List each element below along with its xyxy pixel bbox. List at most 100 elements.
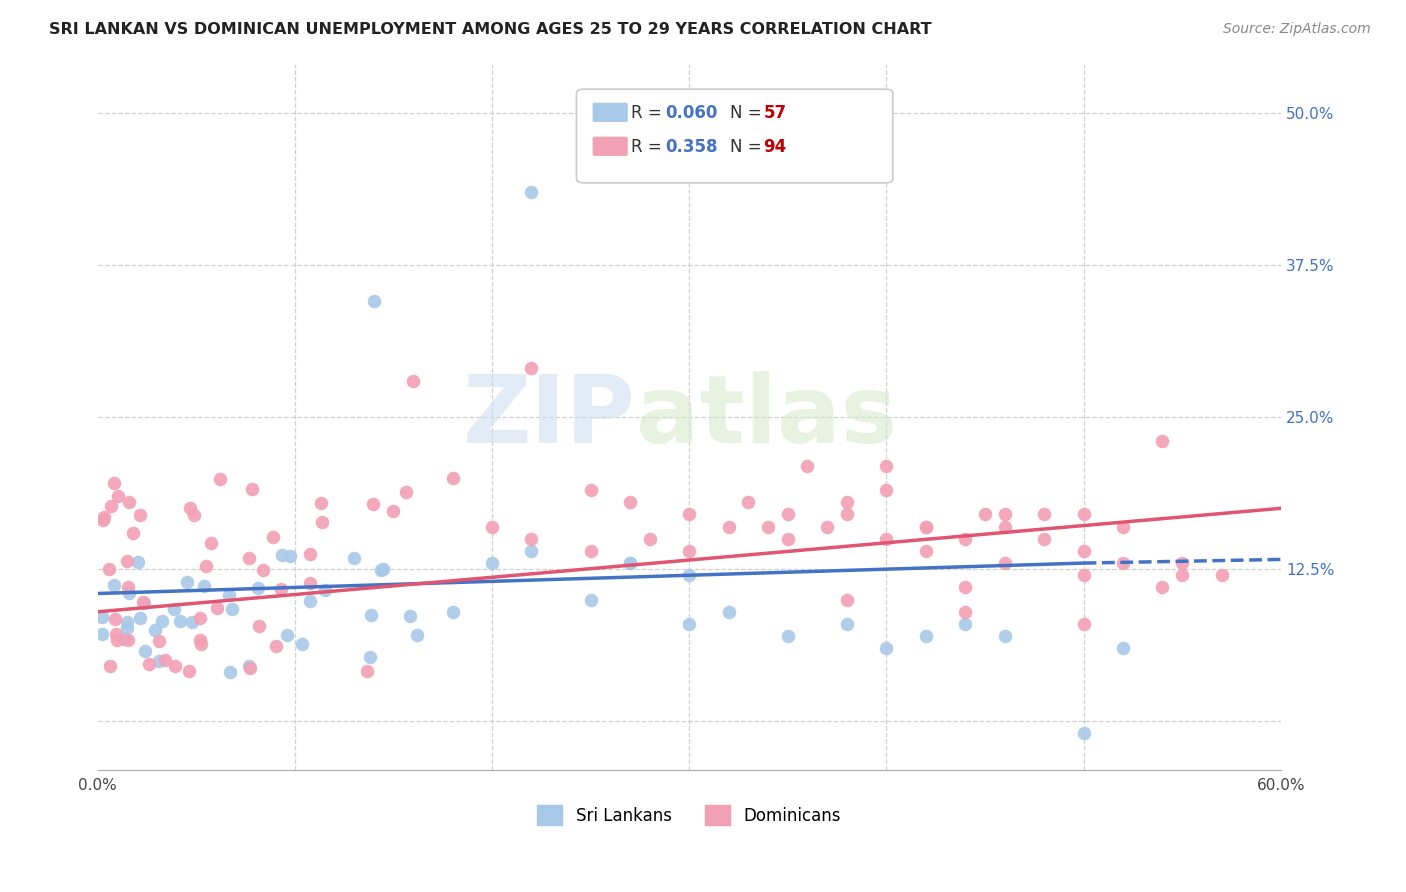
Point <box>105 632 128 647</box>
Point <box>360 608 382 623</box>
Point <box>1171 556 1194 570</box>
Point <box>145 623 167 637</box>
Text: R =: R = <box>631 104 668 122</box>
Point <box>796 458 818 473</box>
Point <box>994 519 1017 533</box>
Point <box>1073 616 1095 631</box>
Point <box>270 582 292 597</box>
Point <box>1211 568 1233 582</box>
Point <box>163 658 186 673</box>
Point <box>112 632 135 646</box>
Point <box>520 544 543 558</box>
Point <box>238 550 260 565</box>
Point <box>115 554 138 568</box>
Point <box>370 563 392 577</box>
Point <box>91 513 114 527</box>
Point <box>104 627 127 641</box>
Point <box>291 637 314 651</box>
Point <box>1112 519 1135 533</box>
Point <box>835 508 858 522</box>
Point <box>121 525 143 540</box>
Point <box>835 592 858 607</box>
Point <box>1073 726 1095 740</box>
Point <box>756 519 779 533</box>
Point <box>179 501 201 516</box>
Point <box>150 614 173 628</box>
Point <box>311 496 333 510</box>
Point <box>1073 568 1095 582</box>
Point <box>737 495 759 509</box>
Point <box>100 499 122 513</box>
Point <box>98 562 121 576</box>
Point <box>717 605 740 619</box>
Text: 94: 94 <box>763 138 787 156</box>
Text: 0.060: 0.060 <box>665 104 717 122</box>
Point <box>177 664 200 678</box>
Point <box>298 576 321 591</box>
Point <box>311 516 333 530</box>
Point <box>955 616 977 631</box>
Point <box>974 508 997 522</box>
Point <box>835 495 858 509</box>
Point <box>619 495 641 509</box>
Point <box>162 602 184 616</box>
Text: 57: 57 <box>763 104 786 122</box>
Point <box>221 602 243 616</box>
Point <box>134 643 156 657</box>
Point <box>103 578 125 592</box>
Point <box>1112 641 1135 656</box>
Point <box>1033 532 1056 546</box>
Point <box>579 544 602 558</box>
Point <box>176 575 198 590</box>
Point <box>100 659 122 673</box>
Point <box>118 585 141 599</box>
Point <box>359 649 381 664</box>
Point <box>314 582 336 597</box>
Point <box>148 633 170 648</box>
Point <box>776 629 799 643</box>
Point <box>209 472 232 486</box>
Point <box>520 532 543 546</box>
Point <box>238 659 260 673</box>
Point <box>875 641 897 656</box>
Point <box>717 519 740 533</box>
Point <box>678 568 700 582</box>
Point <box>169 614 191 628</box>
Point <box>276 628 298 642</box>
Point <box>1073 508 1095 522</box>
Point <box>117 621 139 635</box>
Point <box>441 605 464 619</box>
Point <box>363 294 385 309</box>
Point <box>1171 568 1194 582</box>
Point <box>441 471 464 485</box>
Point <box>402 374 425 388</box>
Point <box>343 550 366 565</box>
Point <box>1073 544 1095 558</box>
Point <box>218 589 240 603</box>
Point <box>264 640 287 654</box>
Point <box>129 610 152 624</box>
Point <box>190 636 212 650</box>
Point <box>955 605 977 619</box>
Text: N =: N = <box>730 104 766 122</box>
Point <box>262 530 284 544</box>
Point <box>579 592 602 607</box>
Point <box>270 548 292 562</box>
Point <box>118 495 141 509</box>
Point <box>481 556 503 570</box>
Point <box>242 483 264 497</box>
Point <box>835 616 858 631</box>
Point <box>200 536 222 550</box>
Point <box>298 593 321 607</box>
Point <box>678 616 700 631</box>
Point <box>520 185 543 199</box>
Point <box>1152 434 1174 449</box>
Point <box>90 609 112 624</box>
Point <box>1112 556 1135 570</box>
Point <box>619 556 641 570</box>
Point <box>188 632 211 647</box>
Point <box>638 532 661 546</box>
Text: 0.358: 0.358 <box>665 138 717 156</box>
Point <box>91 627 114 641</box>
Point <box>875 532 897 546</box>
